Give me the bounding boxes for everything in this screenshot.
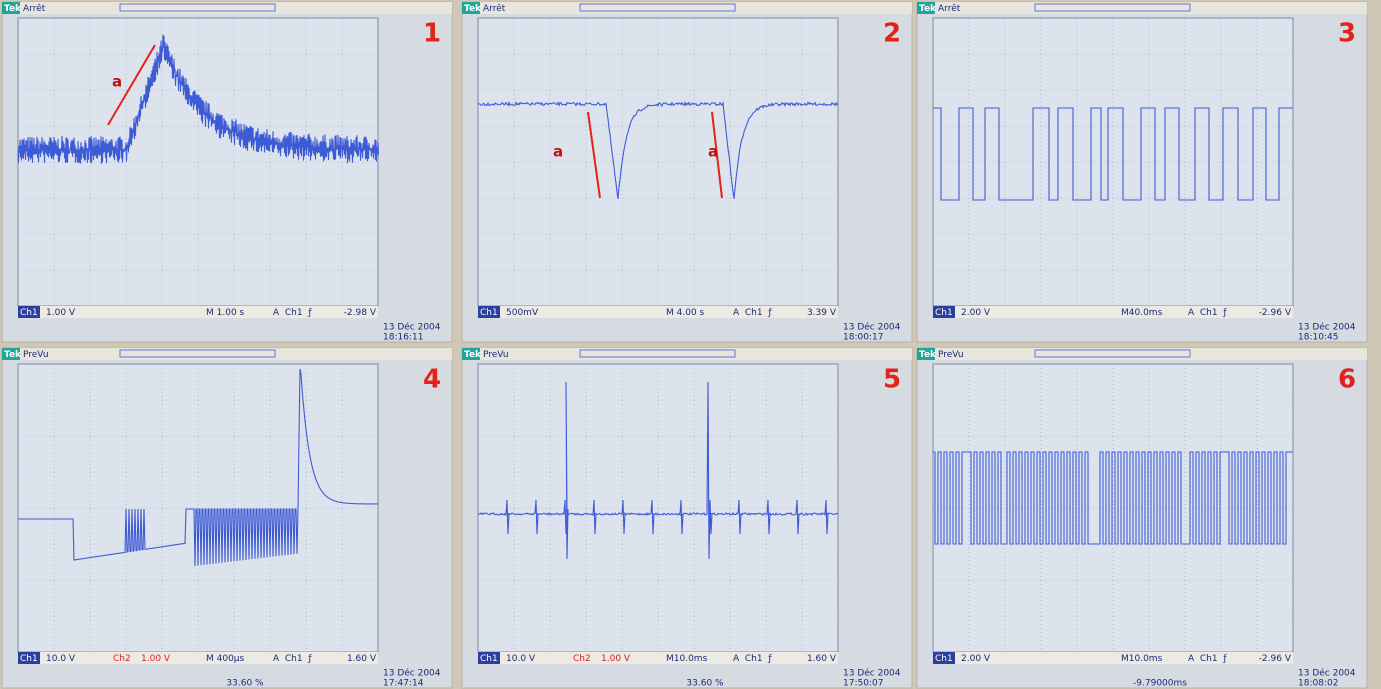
ch1-label: Ch1 [20, 308, 38, 318]
brand: Tek [464, 350, 482, 360]
ch1-scale: 10.0 V [46, 654, 76, 664]
date: 13 Déc 2004 [843, 322, 901, 333]
cursor-readout: -9.79000ms [1133, 679, 1187, 689]
ch1-label: Ch1 [935, 654, 953, 664]
trigger-level: 1.60 V [807, 654, 837, 664]
time: 18:08:02 [1298, 679, 1338, 689]
date: 13 Déc 2004 [843, 668, 901, 679]
acquisition-mode: Arrêt [23, 3, 46, 14]
timebase: M 1.00 s [206, 308, 245, 318]
date: 13 Déc 2004 [1298, 668, 1356, 679]
oscilloscope-figure: TekArrêt1aCh11.00 VM 1.00 sA Ch1 ƒ-2.98 … [0, 0, 1381, 689]
time: 18:10:45 [1298, 333, 1338, 343]
timebase: M 4.00 s [666, 308, 705, 318]
ch2-scale: 1.00 V [141, 654, 171, 664]
trigger-level: 1.60 V [347, 654, 377, 664]
trigger-source: A Ch1 ƒ [1188, 308, 1227, 318]
ch1-scale: 10.0 V [506, 654, 536, 664]
ch2-label: Ch2 [573, 654, 591, 664]
ch1-scale: 500mV [506, 308, 539, 318]
trigger-source: A Ch1 ƒ [273, 308, 312, 318]
acquisition-mode: PreVu [483, 350, 509, 360]
acquisition-mode: Arrêt [938, 3, 961, 14]
page: TekArrêt1aCh11.00 VM 1.00 sA Ch1 ƒ-2.98 … [0, 0, 1381, 689]
ch1-label: Ch1 [935, 308, 953, 318]
date: 13 Déc 2004 [1298, 322, 1356, 333]
time: 17:50:07 [843, 679, 883, 689]
trigger-level: -2.96 V [1259, 308, 1292, 318]
brand: Tek [4, 4, 22, 14]
panel-number: 2 [883, 19, 901, 49]
brand: Tek [919, 350, 937, 360]
trigger-level: 3.39 V [807, 308, 837, 318]
ch1-label: Ch1 [20, 654, 38, 664]
ch2-scale: 1.00 V [601, 654, 631, 664]
trigger-source: A Ch1 ƒ [733, 654, 772, 664]
ch1-scale: 2.00 V [961, 308, 991, 318]
date: 13 Déc 2004 [383, 668, 441, 679]
brand: Tek [919, 4, 937, 14]
trigger-source: A Ch1 ƒ [273, 654, 312, 664]
panel-number: 4 [423, 365, 441, 395]
trigger-level: -2.98 V [344, 308, 377, 318]
acquisition-mode: PreVu [23, 350, 49, 360]
brand: Tek [464, 4, 482, 14]
timebase: M40.0ms [1121, 308, 1163, 318]
trigger-source: A Ch1 ƒ [1188, 654, 1227, 664]
acquisition-mode: PreVu [938, 350, 964, 360]
annotation-label: a [553, 143, 563, 161]
trigger-level: -2.96 V [1259, 654, 1292, 664]
annotation-label: a [112, 73, 122, 91]
brand: Tek [4, 350, 22, 360]
timebase: M10.0ms [1121, 654, 1163, 664]
ch1-scale: 1.00 V [46, 308, 76, 318]
time: 17:47:14 [383, 679, 424, 689]
scope-panel: TekArrêt 3 Ch1 2.00 V M40.0ms A Ch1 ƒ -2.96 V 1… [917, 2, 1367, 343]
panel-number: 1 [423, 19, 441, 49]
timebase: M10.0ms [666, 654, 708, 664]
panel-number: 5 [883, 365, 901, 395]
panel-number: 3 [1338, 19, 1356, 49]
ch1-scale: 2.00 V [961, 654, 991, 664]
time: 18:16:11 [383, 333, 423, 343]
date: 13 Déc 2004 [383, 322, 441, 333]
acquisition-mode: Arrêt [483, 3, 506, 14]
ch2-label: Ch2 [113, 654, 131, 664]
cursor-readout: 33.60 % [686, 679, 724, 689]
panel-number: 6 [1338, 365, 1356, 395]
ch1-label: Ch1 [480, 308, 498, 318]
timebase: M 400µs [206, 654, 245, 664]
ch1-label: Ch1 [480, 654, 498, 664]
annotation-label: a [708, 143, 718, 161]
cursor-readout: 33.60 % [226, 679, 264, 689]
trigger-source: A Ch1 ƒ [733, 308, 772, 318]
time: 18:00:17 [843, 333, 883, 343]
